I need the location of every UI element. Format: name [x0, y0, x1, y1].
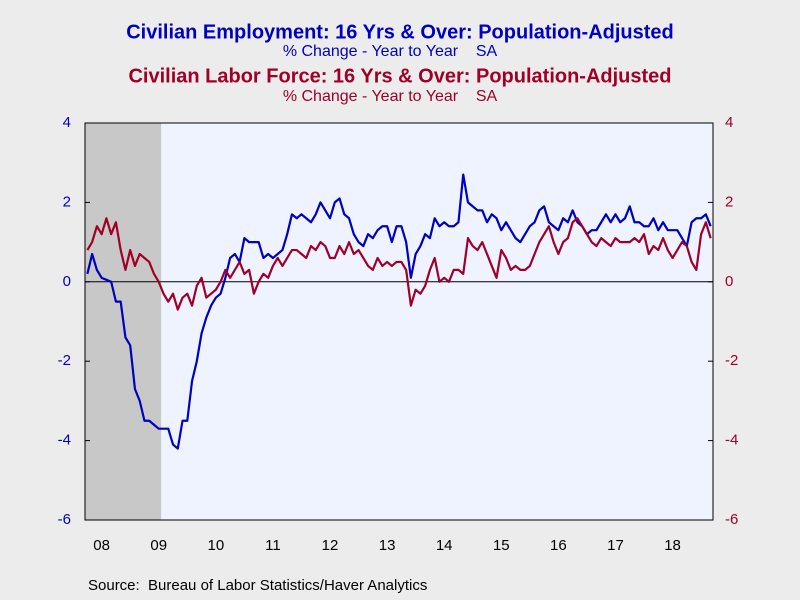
x-tick-label: 11 — [265, 537, 281, 554]
y-tick-label: 0 — [63, 273, 71, 290]
x-tick-label: 08 — [93, 537, 110, 554]
y-tick-label: 4 — [63, 114, 71, 131]
x-tick-label: 16 — [550, 537, 567, 554]
y-tick-label: -2 — [58, 352, 71, 369]
plot-area — [85, 123, 713, 520]
x-tick-label: 10 — [207, 537, 224, 554]
y2-tick-label: 4 — [725, 114, 733, 131]
y-tick-label: 2 — [63, 193, 71, 210]
x-tick-label: 15 — [493, 537, 510, 554]
title: Civilian Employment: 16 Yrs & Over: Popu… — [126, 21, 674, 43]
subtitle: % Change - Year to Year SA — [283, 43, 498, 60]
subtitle: % Change - Year to Year SA — [283, 88, 498, 105]
plot-border — [84, 122, 714, 521]
series-line — [86, 217, 712, 311]
y-tick-label: -6 — [58, 511, 71, 528]
x-tick-label: 14 — [436, 537, 453, 554]
source: Source: Bureau of Labor Statistics/Haver… — [88, 577, 427, 594]
x-tick-label: 12 — [322, 537, 339, 554]
y2-tick-label: 2 — [725, 193, 733, 210]
y2-tick-label: 0 — [725, 273, 733, 290]
y2-tick-label: -6 — [725, 511, 738, 528]
y2-tick-label: -2 — [725, 352, 738, 369]
series-line — [86, 173, 712, 450]
x-tick-label: 17 — [607, 537, 624, 554]
title: Civilian Labor Force: 16 Yrs & Over: Pop… — [128, 65, 671, 87]
x-tick-label: 13 — [379, 537, 396, 554]
y2-tick-label: -4 — [725, 432, 738, 449]
x-tick-label: 09 — [150, 537, 167, 554]
x-tick-label: 18 — [664, 537, 681, 554]
y-tick-label: -4 — [58, 432, 71, 449]
